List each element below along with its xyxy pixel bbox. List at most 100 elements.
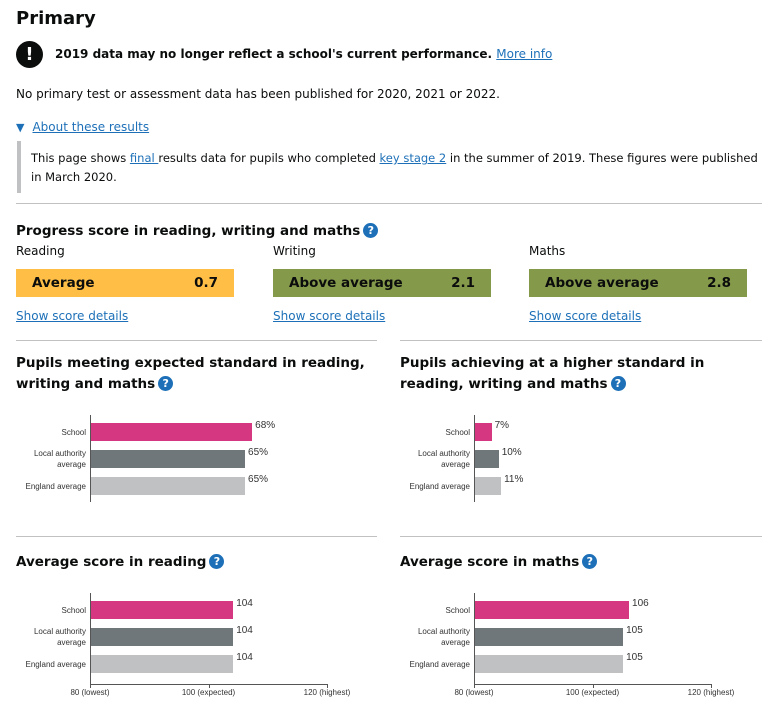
value-label: 104 xyxy=(236,625,253,636)
bar-local-authority xyxy=(91,628,234,646)
no-data-text: No primary test or assessment data has b… xyxy=(16,87,500,101)
bar-school xyxy=(475,601,630,619)
bar-school xyxy=(91,601,234,619)
category-label: England average xyxy=(409,660,471,669)
chart-title: Pupils meeting expected standard in read… xyxy=(16,355,365,392)
axis-tick xyxy=(327,684,328,688)
bar-local-authority xyxy=(475,450,499,468)
show-score-details-link[interactable]: Show score details xyxy=(529,309,642,323)
value-label: 68% xyxy=(255,420,276,431)
divider xyxy=(16,340,377,341)
details-toggle[interactable]: ▼ About these results xyxy=(16,120,149,134)
final-link[interactable]: final xyxy=(129,151,159,165)
bar-chart: School 104 Local authority average 104 Engla… xyxy=(16,588,386,708)
axis-line xyxy=(474,593,475,684)
axis-tick xyxy=(711,684,712,688)
tick-label: 120 (highest) xyxy=(687,688,735,697)
score-band: Average xyxy=(32,275,95,291)
category-label: Local authority average xyxy=(417,449,470,469)
bar-school xyxy=(91,423,253,441)
subject-label: Maths xyxy=(529,244,566,258)
warning-text: 2019 data may no longer reflect a school… xyxy=(55,47,493,61)
page-title: Primary xyxy=(16,8,96,29)
subject-label: Writing xyxy=(273,244,316,258)
category-label: School xyxy=(445,428,470,437)
value-label: 7% xyxy=(494,420,510,431)
value-label: 65% xyxy=(248,474,269,485)
tick-label: 100 (expected) xyxy=(565,688,620,697)
value-label: 104 xyxy=(236,652,253,663)
help-icon[interactable]: ? xyxy=(582,554,598,569)
more-info-link[interactable]: More info xyxy=(496,47,553,61)
axis-line xyxy=(90,593,91,684)
chart-heading: Average score in reading? xyxy=(16,552,371,573)
divider xyxy=(400,536,762,537)
value-label: 105 xyxy=(626,652,643,663)
progress-heading: Progress score in reading, writing and m… xyxy=(16,221,379,242)
divider xyxy=(400,340,762,341)
bar-england xyxy=(91,655,234,673)
chart-heading: Pupils achieving at a higher standard in… xyxy=(400,353,755,395)
bar-england xyxy=(91,477,246,495)
category-label: School xyxy=(445,606,470,615)
show-score-details-link[interactable]: Show score details xyxy=(273,309,386,323)
score-value: 0.7 xyxy=(194,275,218,291)
axis-line xyxy=(474,415,475,502)
bar-school xyxy=(475,423,492,441)
triangle-down-icon: ▼ xyxy=(16,121,25,134)
category-label: England average xyxy=(25,482,87,491)
help-icon[interactable]: ? xyxy=(158,376,174,391)
axis-tick xyxy=(208,684,210,688)
score-band: Above average xyxy=(545,275,659,291)
warning-message: 2019 data may no longer reflect a school… xyxy=(55,47,552,61)
chart-heading: Pupils meeting expected standard in read… xyxy=(16,353,371,395)
details-content: This page shows final results data for p… xyxy=(17,141,771,193)
chart-title: Average score in maths xyxy=(400,554,580,570)
value-label: 10% xyxy=(501,447,522,458)
category-label: School xyxy=(61,428,86,437)
category-label: England average xyxy=(409,482,471,491)
bar-chart: School 68% Local authority average 65% Engla… xyxy=(16,410,386,530)
tick-label: 120 (highest) xyxy=(303,688,351,697)
score-box-writing: Above average 2.1 xyxy=(273,269,491,297)
value-label: 105 xyxy=(626,625,643,636)
bar-england xyxy=(475,477,502,495)
progress-heading-text: Progress score in reading, writing and m… xyxy=(16,223,361,239)
category-label: England average xyxy=(25,660,87,669)
bar-england xyxy=(475,655,624,673)
score-value: 2.8 xyxy=(707,275,731,291)
score-box-maths: Above average 2.8 xyxy=(529,269,747,297)
show-score-details-link[interactable]: Show score details xyxy=(16,309,129,323)
bar-chart: School 7% Local authority average 10% Englan… xyxy=(400,410,770,530)
bar-local-authority xyxy=(475,628,624,646)
score-box-reading: Average 0.7 xyxy=(16,269,234,297)
bar-local-authority xyxy=(91,450,246,468)
details-text: results data for pupils who completed xyxy=(158,151,380,165)
details-text: in the summer of 2019. These figures wer… xyxy=(31,151,758,184)
key-stage-2-link[interactable]: key stage 2 xyxy=(379,151,447,165)
category-label: Local authority average xyxy=(33,449,86,469)
subject-label: Reading xyxy=(16,244,65,258)
chart-heading: Average score in maths? xyxy=(400,552,755,573)
value-label: 106 xyxy=(632,598,649,609)
tick-label: 80 (lowest) xyxy=(454,688,494,697)
divider xyxy=(16,536,377,537)
score-value: 2.1 xyxy=(451,275,475,291)
bar-chart: School 106 Local authority average 105 Engla… xyxy=(400,588,770,708)
chart-title: Average score in reading xyxy=(16,554,207,570)
category-label: School xyxy=(61,606,86,615)
about-results-link[interactable]: About these results xyxy=(32,120,150,134)
axis-tick xyxy=(474,684,475,688)
chart-title: Pupils achieving at a higher standard in… xyxy=(400,355,705,392)
divider xyxy=(16,203,762,204)
help-icon[interactable]: ? xyxy=(363,223,379,238)
help-icon[interactable]: ? xyxy=(209,554,225,569)
tick-label: 100 (expected) xyxy=(181,688,236,697)
axis-line xyxy=(90,415,91,502)
category-label: Local authority average xyxy=(417,627,470,647)
tick-label: 80 (lowest) xyxy=(70,688,110,697)
axis-tick xyxy=(90,684,91,688)
details-text: This page shows xyxy=(31,151,130,165)
help-icon[interactable]: ? xyxy=(610,376,626,391)
